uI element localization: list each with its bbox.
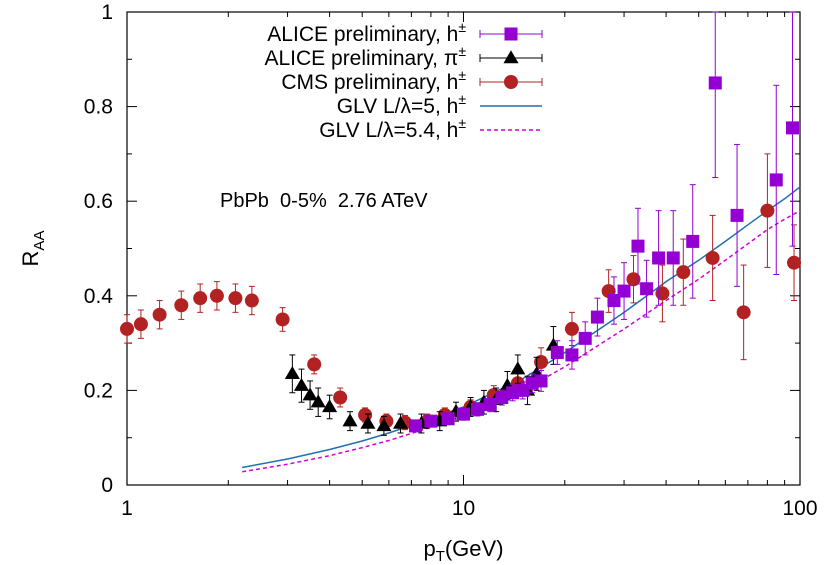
circle-marker	[209, 288, 224, 303]
square-marker	[652, 251, 666, 265]
y-tick-label: 0	[101, 474, 113, 497]
legend: ALICE preliminary, h±ALICE preliminary, …	[264, 19, 543, 142]
square-marker	[534, 374, 548, 388]
triangle-marker	[376, 418, 392, 432]
x-tick-label: 10	[452, 497, 475, 520]
circle-marker	[676, 265, 691, 280]
triangle-marker	[293, 377, 310, 391]
series-line	[242, 210, 801, 473]
circle-marker	[133, 317, 148, 332]
circle-marker	[275, 312, 290, 327]
circle-marker	[307, 357, 322, 372]
legend-label: GLV L/λ=5.4, h±	[319, 115, 466, 142]
triangle-marker	[342, 413, 358, 427]
x-tick-label: 1	[121, 497, 133, 520]
circle-marker	[626, 272, 641, 287]
legend-label: GLV L/λ=5, h±	[337, 91, 467, 118]
y-tick-label: 0.2	[84, 379, 113, 402]
x-tick-label: 100	[782, 497, 817, 520]
x-axis-label: pT(GeV)	[423, 536, 503, 565]
circle-marker	[787, 255, 802, 270]
square-marker	[495, 390, 509, 404]
model-curves	[242, 186, 801, 473]
series-line	[242, 186, 801, 469]
circle-marker	[736, 305, 751, 320]
circle-marker	[228, 291, 243, 306]
circle-marker	[564, 321, 579, 336]
square-marker	[483, 398, 497, 412]
triangle-marker	[360, 415, 376, 429]
square-marker	[769, 173, 783, 187]
circle-marker	[333, 390, 348, 405]
circle-marker	[193, 291, 208, 306]
triangle-marker	[302, 387, 318, 401]
circle-marker	[705, 250, 720, 265]
y-tick-label: 0.6	[84, 190, 113, 213]
circle-marker	[152, 307, 167, 322]
circle-marker	[534, 355, 549, 370]
triangle-marker	[393, 415, 409, 429]
triangle-marker	[284, 366, 300, 380]
square-marker	[408, 419, 422, 433]
triangle-marker	[310, 394, 326, 408]
square-marker	[565, 348, 579, 362]
triangle-marker	[503, 50, 519, 64]
circle-marker	[174, 298, 189, 313]
circle-marker	[504, 75, 518, 89]
triangle-marker	[510, 361, 526, 375]
square-marker	[666, 251, 680, 265]
circle-marker	[760, 203, 775, 218]
circle-marker	[244, 293, 259, 308]
triangle-marker	[322, 399, 338, 413]
square-marker	[504, 27, 518, 41]
data-markers	[120, 11, 802, 436]
square-marker	[578, 331, 592, 345]
square-marker	[708, 76, 722, 90]
square-marker	[786, 121, 800, 135]
y-tick-label: 1	[101, 1, 113, 24]
y-axis-label: RAA	[18, 231, 48, 267]
square-marker	[631, 239, 645, 253]
circle-marker	[655, 286, 670, 301]
collision-annotation: PbPb 0-5% 2.76 ATeV	[220, 190, 428, 212]
circle-marker	[120, 321, 134, 336]
axes: 1 10 100 0 0.2 0.4 0.6 0.8 1 pT(GeV) RAA	[18, 1, 818, 565]
square-marker	[457, 407, 470, 421]
legend-label: ALICE preliminary, h±	[267, 19, 466, 46]
square-marker	[550, 346, 564, 360]
legend-label: ALICE preliminary, π±	[264, 43, 466, 70]
y-tick-label: 0.8	[84, 96, 113, 119]
legend-label: CMS preliminary, h±	[281, 67, 466, 94]
square-marker	[506, 386, 520, 400]
square-marker	[424, 414, 438, 428]
square-marker	[470, 402, 484, 416]
y-tick-label: 0.4	[84, 285, 114, 308]
square-marker	[686, 234, 700, 248]
square-marker	[617, 284, 631, 298]
square-marker	[730, 208, 744, 222]
square-marker	[590, 310, 604, 324]
square-marker	[607, 294, 621, 308]
square-marker	[640, 282, 654, 296]
square-marker	[441, 412, 455, 426]
